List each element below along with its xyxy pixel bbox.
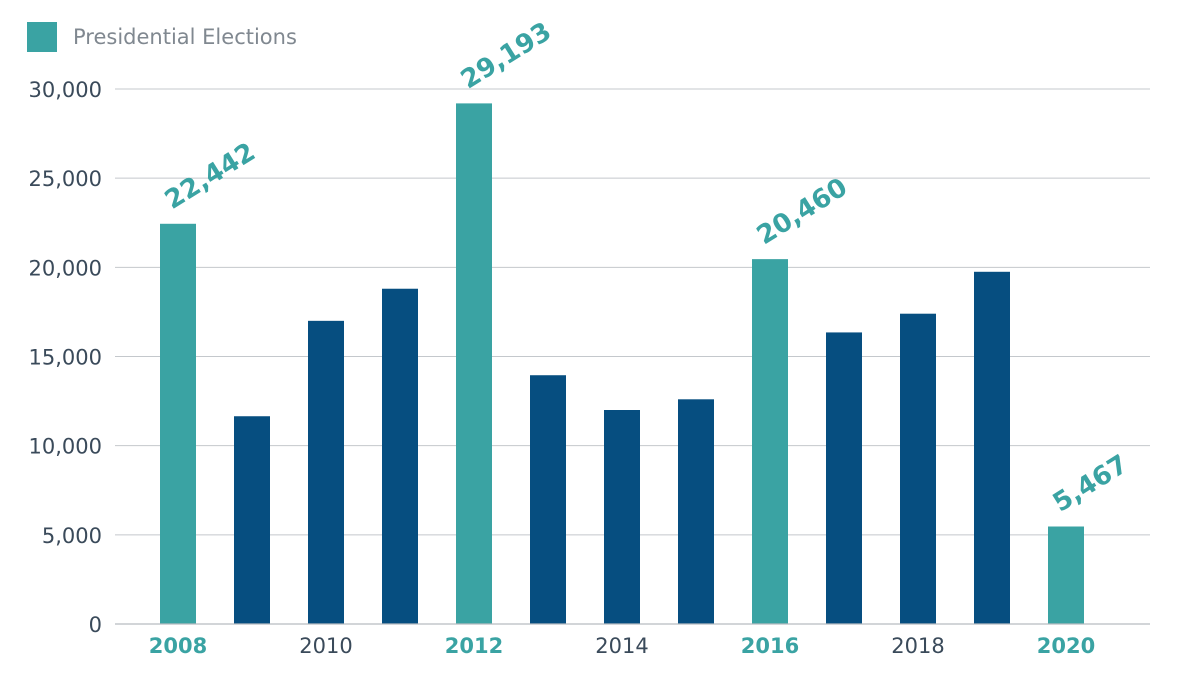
bar-2010 — [308, 320, 344, 624]
y-axis-ticks: 0 5,000 10,000 15,000 20,000 25,000 30,000 — [29, 78, 102, 637]
bar-2008 — [160, 223, 196, 624]
y-tick-label: 20,000 — [29, 256, 102, 280]
x-axis-ticks: 2008 2010 2012 2014 2016 2018 2020 — [149, 634, 1095, 658]
bar-2018 — [900, 313, 936, 624]
bars — [160, 103, 1084, 625]
y-tick-label: 10,000 — [29, 435, 102, 459]
bar-2016 — [752, 259, 788, 624]
legend-swatch — [27, 22, 57, 52]
bar-2011 — [382, 288, 418, 624]
data-label: 29,193 — [456, 17, 557, 96]
bar-2020 — [1048, 526, 1084, 624]
legend-label: Presidential Elections — [73, 25, 297, 49]
x-tick-label: 2012 — [445, 634, 503, 658]
bar-2019 — [974, 271, 1010, 624]
data-label: 20,460 — [752, 172, 853, 251]
y-tick-label: 30,000 — [29, 78, 102, 102]
legend: Presidential Elections — [27, 22, 297, 52]
bar-2012 — [456, 103, 492, 625]
x-tick-label: 2020 — [1037, 634, 1095, 658]
x-tick-label: 2018 — [891, 634, 944, 658]
bar-2015 — [678, 399, 714, 624]
x-tick-label: 2016 — [741, 634, 799, 658]
x-tick-label: 2010 — [299, 634, 352, 658]
data-label: 22,442 — [160, 137, 261, 216]
bar-2017 — [826, 332, 862, 624]
x-tick-label: 2008 — [149, 634, 207, 658]
bar-2014 — [604, 410, 640, 624]
bar-2009 — [234, 416, 270, 624]
x-tick-label: 2014 — [595, 634, 648, 658]
y-tick-label: 15,000 — [29, 346, 102, 370]
y-tick-label: 0 — [89, 613, 102, 637]
y-tick-label: 5,000 — [42, 524, 102, 548]
y-tick-label: 25,000 — [29, 167, 102, 191]
data-label: 5,467 — [1048, 449, 1134, 518]
bar-2013 — [530, 375, 566, 624]
